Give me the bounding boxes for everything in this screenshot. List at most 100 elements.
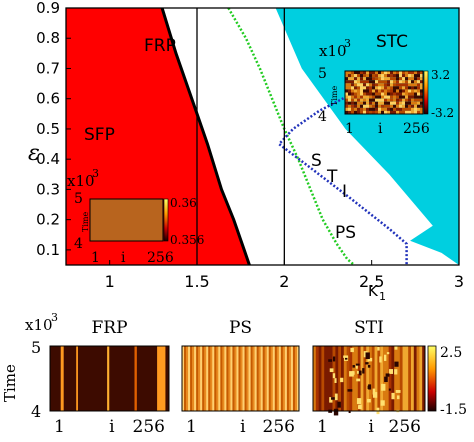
ps-stripe [234, 346, 237, 411]
inset-stc-cell [390, 107, 393, 111]
inset-stc-cell [417, 101, 420, 105]
inset-stc-cell [363, 83, 366, 87]
inset-sfp-colorbar [163, 198, 169, 242]
inset-stc-cell [387, 83, 390, 87]
ps-stripe [218, 346, 221, 411]
inset-stc-cell [381, 74, 384, 78]
inset-stc-cell [399, 110, 402, 115]
sti-turbulent-patch [384, 376, 388, 383]
inset-stc-cell [357, 110, 360, 115]
inset-stc-cell [369, 83, 372, 87]
inset-stc-cell [384, 83, 387, 87]
sti-stripe [419, 346, 423, 411]
inset-stc-cell [372, 107, 375, 111]
inset-stc-cell [378, 86, 381, 90]
sti-stripe [346, 346, 350, 411]
inset-stc-cell [372, 104, 375, 108]
ps-stripe [282, 346, 286, 411]
inset-stc-cell [396, 107, 399, 111]
sti-turbulent-patch [395, 389, 401, 393]
sti-turbulent-patch [394, 361, 399, 367]
sti-turbulent-patch [355, 363, 360, 366]
inset-sfp-cbar-max: 0.36 [170, 196, 197, 210]
inset-stc-cell [384, 77, 387, 81]
panel-frame [49, 345, 170, 412]
inset-sfp-cbar-min: 0.356 [170, 233, 204, 247]
inset-stc-cell [360, 71, 363, 75]
inset-stc-cell [399, 86, 402, 90]
y-tick-label: 0.2 [36, 211, 60, 229]
inset-stc-cell [348, 107, 351, 111]
inset-stc-colorbar [423, 70, 429, 115]
inset-stc-cell [369, 71, 372, 75]
panel-x-tick: 1 [317, 417, 328, 437]
inset-stc-cell [408, 83, 411, 87]
inset-stc-cell [396, 86, 399, 90]
inset-stc-cell [372, 89, 375, 93]
inset-stc-cell [369, 104, 372, 108]
inset-stc-cell [414, 110, 417, 115]
inset-sfp-time-label: Time [81, 212, 90, 232]
y-tick-label: 0.8 [36, 29, 60, 47]
inset-stc-cell [417, 110, 420, 115]
inset-stc-cell [405, 83, 408, 87]
ps-stripe [232, 346, 235, 411]
inset-stc-cell [399, 77, 402, 81]
inset-stc-cell [405, 95, 408, 99]
inset-stc-cell [408, 92, 411, 96]
phase-diagram: 1 1.5 2 2.5 3 0.10.20.30.40.50.60.70.80.9 ε … [28, 0, 464, 303]
panel-frame [181, 345, 300, 412]
inset-stc-cell [408, 77, 411, 81]
ps-stripe [294, 346, 298, 411]
inset-stc-cell [387, 89, 390, 93]
sti-stripe [363, 346, 367, 411]
inset-stc-cell [387, 110, 390, 115]
inset-stc-cell [396, 95, 399, 99]
inset-stc-cell [372, 110, 375, 115]
inset-stc-cell [360, 80, 363, 84]
x-tick-label: 1 [105, 272, 115, 291]
inset-stc-cell [372, 74, 375, 78]
inset-stc-time-label: Time [330, 86, 339, 106]
inset-stc-cell [414, 86, 417, 90]
inset-stc-frame [344, 70, 424, 115]
inset-stc-cell [420, 95, 423, 99]
y-tick-label: 0.4 [36, 150, 60, 168]
inset-stc-cell [354, 77, 357, 81]
inset-stc-cell [363, 92, 366, 96]
inset-stc-cell [393, 92, 396, 96]
inset-stc-cell [369, 98, 372, 102]
inset-stc-cell [369, 110, 372, 115]
ps-stripe [196, 346, 199, 411]
green-dotted-boundary [227, 8, 356, 265]
inset-stc-cell [420, 74, 423, 78]
inset-stc-cell [405, 80, 408, 84]
sti-turbulent-patch [377, 346, 380, 351]
ps-stripe [198, 346, 201, 411]
inset-stc-cell [357, 80, 360, 84]
inset-stc-cell [408, 98, 411, 102]
y-tick-label: 0.9 [36, 0, 60, 17]
ps-stripe [236, 346, 239, 411]
inset-stc-cell [372, 92, 375, 96]
inset-stc-cell [381, 71, 384, 75]
inset-stc-tick-top: 5 [318, 66, 327, 82]
inset-stc-cell [354, 80, 357, 84]
panel-x-tick: 256 [263, 417, 295, 437]
inset-stc-cell [420, 83, 423, 87]
inset-stc-cell [402, 107, 405, 111]
sti-stripe [329, 346, 333, 411]
ps-stripe [228, 346, 231, 411]
inset-stc-cell [375, 104, 378, 108]
inset-stc-cell [390, 92, 393, 96]
inset-stc-cell [372, 83, 375, 87]
ps-stripe [266, 346, 270, 411]
inset-sfp: x10 3 5 4 Time 0.36 0.356 1 i 256 [67, 167, 204, 266]
inset-stc-cell [351, 104, 354, 108]
sti-stripe [371, 346, 375, 411]
inset-stc-cell [399, 92, 402, 96]
sti-stripe [366, 346, 370, 411]
inset-stc-cell [396, 101, 399, 105]
inset-stc-cell [369, 89, 372, 93]
sti-turbulent-patch [331, 397, 336, 400]
